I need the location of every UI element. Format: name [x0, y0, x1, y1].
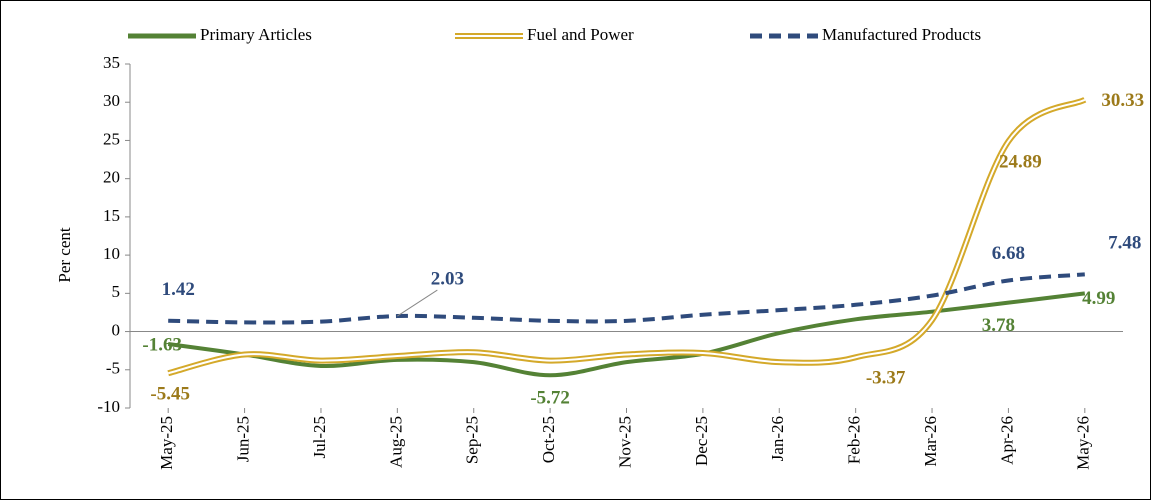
- value-label: 1.42: [162, 279, 195, 300]
- x-tick-label: Jan-26: [768, 416, 787, 461]
- y-tick-label: 10: [103, 244, 120, 263]
- x-tick-label: Aug-25: [386, 416, 405, 468]
- value-label: 3.78: [982, 315, 1015, 336]
- legend-label: Fuel and Power: [527, 25, 634, 44]
- legend-label: Manufactured Products: [822, 25, 981, 44]
- y-tick-label: 25: [103, 129, 120, 148]
- x-tick-label: Jul-25: [310, 416, 329, 459]
- value-label: -5.45: [150, 384, 190, 405]
- y-tick-label: 0: [112, 320, 121, 339]
- x-tick-label: Dec-25: [692, 416, 711, 466]
- series-line: [168, 272, 1085, 325]
- x-tick-label: Oct-25: [539, 416, 558, 463]
- y-tick-label: 15: [103, 206, 120, 225]
- x-tick-label: Apr-26: [997, 416, 1016, 465]
- series-line: [167, 291, 1086, 378]
- value-label: -5.72: [530, 388, 570, 409]
- x-tick-label: May-25: [157, 416, 176, 470]
- x-tick-label: Jun-25: [233, 416, 252, 462]
- value-label: -3.37: [866, 368, 906, 389]
- value-label: 4.99: [1082, 288, 1115, 309]
- legend-label: Primary Articles: [200, 25, 312, 44]
- leader-line: [397, 289, 438, 317]
- value-label: 2.03: [431, 268, 464, 289]
- x-tick-label: Mar-26: [921, 416, 940, 467]
- y-tick-label: -10: [97, 397, 120, 416]
- value-label: 24.89: [999, 152, 1042, 173]
- x-tick-label: Sep-25: [463, 416, 482, 464]
- y-tick-label: 20: [103, 168, 120, 187]
- x-tick-label: Feb-26: [845, 416, 864, 464]
- value-label: 7.48: [1108, 233, 1141, 254]
- x-tick-label: May-26: [1074, 416, 1093, 470]
- value-label: 30.33: [1101, 90, 1144, 111]
- series-line-core: [167, 98, 1086, 375]
- y-tick-label: 5: [112, 282, 121, 301]
- x-tick-label: Nov-25: [615, 416, 634, 468]
- series-line: [167, 96, 1087, 377]
- value-label: 6.68: [992, 243, 1025, 264]
- value-label: -1.63: [142, 334, 182, 355]
- y-tick-label: -5: [106, 359, 120, 378]
- y-tick-label: 30: [103, 91, 120, 110]
- y-axis-label: Per cent: [55, 227, 74, 283]
- y-tick-label: 35: [103, 53, 120, 72]
